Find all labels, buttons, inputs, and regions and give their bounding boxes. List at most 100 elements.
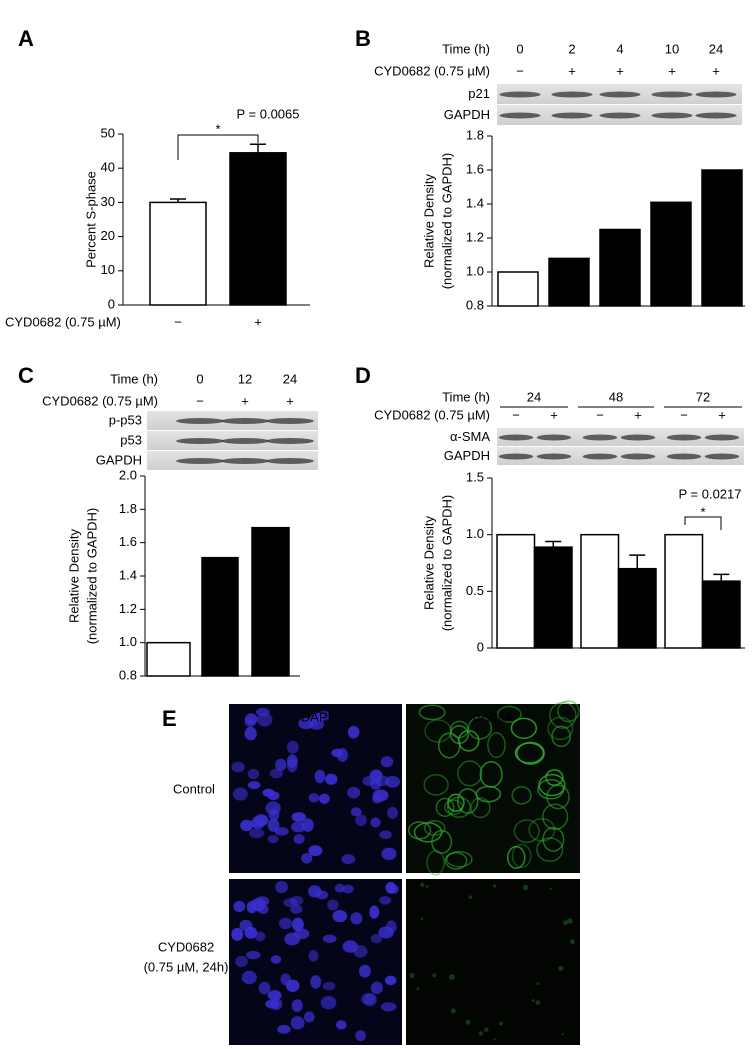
error-bar bbox=[250, 143, 266, 153]
blot-label: GAPDH bbox=[96, 452, 142, 467]
blot-band bbox=[651, 112, 693, 119]
nucleus bbox=[335, 1020, 347, 1030]
blot-band bbox=[695, 112, 737, 119]
nucleus bbox=[379, 896, 392, 905]
treatment-label: + bbox=[286, 393, 294, 408]
nucleus bbox=[267, 990, 282, 1001]
error-bar bbox=[170, 198, 186, 203]
blot-band bbox=[651, 91, 693, 98]
nucleus bbox=[277, 1024, 291, 1034]
nucleus bbox=[347, 786, 361, 799]
y-tick-label: 1.6 bbox=[466, 161, 484, 176]
blot-label: GAPDH bbox=[444, 107, 490, 122]
bracket bbox=[177, 134, 259, 160]
bar bbox=[229, 152, 287, 306]
treatment-label: + bbox=[616, 63, 624, 78]
treatment-label: + bbox=[241, 393, 249, 408]
speck bbox=[468, 895, 473, 900]
panel-label: D bbox=[355, 363, 371, 388]
row-label: Control bbox=[173, 781, 215, 796]
blot-band bbox=[551, 91, 593, 98]
nucleus bbox=[359, 964, 371, 978]
blot-label: p21 bbox=[468, 86, 490, 101]
y-tick-label: 1.4 bbox=[119, 567, 137, 582]
nucleus bbox=[286, 754, 298, 768]
y-tick-label: 1.4 bbox=[466, 195, 484, 210]
treatment-label: + bbox=[550, 407, 558, 422]
blot-band bbox=[266, 438, 314, 444]
cell bbox=[467, 716, 493, 740]
y-axis-label: Relative Density bbox=[421, 516, 436, 610]
blot-band bbox=[266, 458, 314, 464]
nucleus bbox=[265, 801, 281, 815]
bar bbox=[146, 641, 191, 677]
cell bbox=[446, 850, 473, 868]
cell bbox=[557, 700, 580, 723]
nucleus bbox=[267, 818, 280, 832]
nucleus bbox=[231, 927, 244, 941]
cell bbox=[506, 845, 526, 869]
nucleus bbox=[291, 999, 303, 1013]
nucleus bbox=[384, 975, 397, 986]
speck bbox=[450, 1008, 456, 1014]
nucleus bbox=[361, 993, 376, 1005]
nucleus bbox=[370, 981, 383, 995]
nucleus bbox=[331, 748, 344, 758]
nucleus bbox=[387, 806, 398, 819]
speck bbox=[420, 917, 424, 921]
treatment-label: + bbox=[712, 63, 720, 78]
blot-band bbox=[221, 458, 269, 464]
time-label: 24 bbox=[709, 41, 723, 56]
blot-band bbox=[620, 434, 656, 441]
treatment-label: − bbox=[512, 407, 520, 422]
y-tick-label: 50 bbox=[101, 125, 115, 140]
cell bbox=[536, 837, 564, 862]
row-label: CYD0682 (0.75 µM) bbox=[42, 393, 158, 408]
blot-band bbox=[176, 438, 224, 444]
nucleus bbox=[248, 828, 265, 839]
time-label: 24 bbox=[283, 371, 297, 386]
y-axis-label: Relative Density bbox=[421, 174, 436, 268]
speck bbox=[426, 885, 429, 888]
nucleus bbox=[308, 949, 319, 962]
row-label: Time (h) bbox=[442, 389, 490, 404]
blot-band bbox=[536, 453, 572, 460]
blot-band bbox=[666, 434, 702, 441]
speck bbox=[549, 887, 553, 890]
nucleus bbox=[290, 904, 303, 915]
bar bbox=[617, 567, 657, 649]
y-tick-label: 1.2 bbox=[466, 229, 484, 244]
nucleus bbox=[386, 920, 397, 934]
cell bbox=[437, 732, 461, 759]
cell bbox=[551, 725, 572, 748]
bar bbox=[548, 257, 590, 307]
treatment-label: + bbox=[568, 63, 576, 78]
bracket bbox=[684, 516, 722, 530]
blot-band bbox=[551, 112, 593, 119]
nucleus bbox=[275, 880, 288, 894]
bar bbox=[664, 533, 704, 649]
blot-band bbox=[582, 453, 618, 460]
row-label: CYD0682 (0.75 µM) bbox=[374, 63, 490, 78]
time-label: 0 bbox=[516, 41, 523, 56]
cell bbox=[444, 851, 468, 870]
blot-band bbox=[176, 418, 224, 424]
treatment-label: + bbox=[668, 63, 676, 78]
significance: * bbox=[700, 504, 705, 519]
y-tick-label: 1.8 bbox=[119, 501, 137, 516]
blot-label: p-p53 bbox=[109, 412, 142, 427]
nucleus bbox=[311, 712, 324, 722]
y-tick-label: 0.8 bbox=[119, 667, 137, 682]
speck bbox=[536, 982, 540, 986]
nucleus bbox=[303, 1011, 315, 1023]
nucleus bbox=[347, 725, 360, 739]
treatment-label: + bbox=[718, 407, 726, 422]
y-tick-label: 1.2 bbox=[119, 601, 137, 616]
blot-band bbox=[599, 91, 641, 98]
cell bbox=[423, 773, 449, 796]
nucleus bbox=[241, 970, 257, 985]
cell bbox=[479, 760, 503, 788]
nucleus bbox=[262, 788, 275, 797]
blot-band bbox=[582, 434, 618, 441]
treatment-label: + bbox=[634, 407, 642, 422]
